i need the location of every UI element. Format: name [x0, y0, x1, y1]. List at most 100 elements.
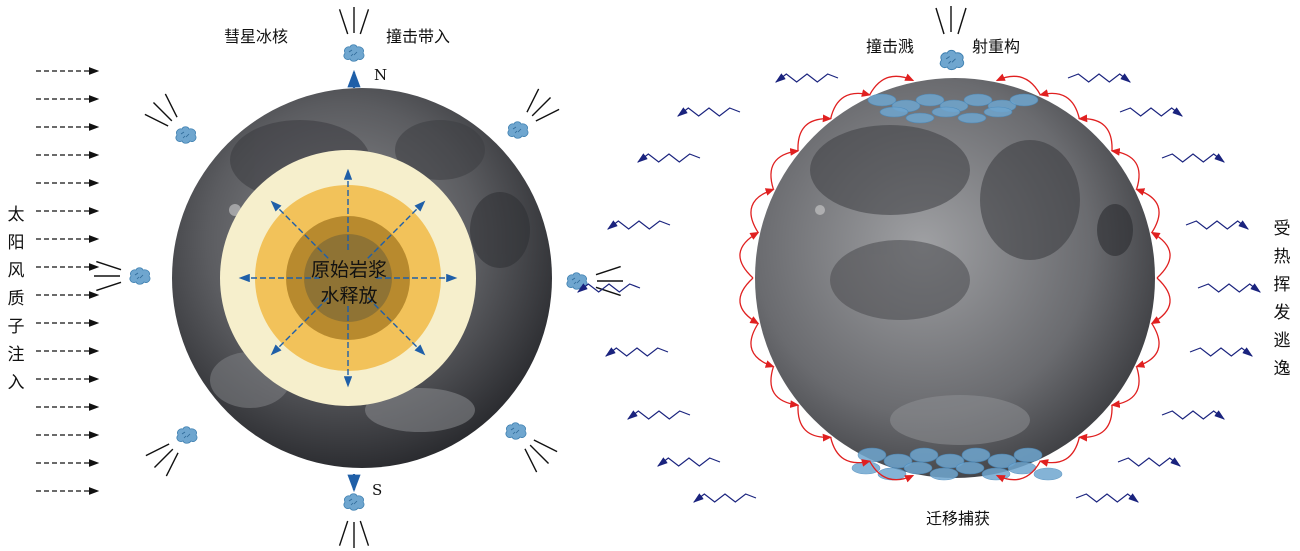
comet-ice-core-label: 彗星冰核 — [224, 27, 288, 46]
comet-ice-icon — [129, 267, 151, 285]
impact-ray-line — [145, 443, 170, 457]
water-release-label: 水释放 — [320, 285, 377, 307]
ice-patch — [1013, 447, 1043, 463]
comet-impactor — [505, 422, 558, 473]
ice-patch — [929, 467, 959, 481]
impact-ray-line — [535, 108, 560, 122]
impact-ray-line — [524, 448, 538, 473]
right-panel-water-migration: 撞击溅 射重构 迁移捕获 受 热 挥 发 逃 逸 — [577, 6, 1291, 528]
solar-wind-char: 质 — [8, 289, 25, 309]
migration-hop-arc — [830, 437, 871, 467]
release-arrow — [270, 297, 329, 356]
thermal-escape-arrows — [577, 73, 1261, 503]
solar-wind-char: 注 — [8, 345, 25, 365]
escape-char: 逃 — [1274, 331, 1291, 351]
impact-ray-line — [152, 101, 173, 122]
impact-ray-line — [359, 520, 370, 546]
impact-ray-line — [144, 113, 169, 127]
solar-wind-char: 子 — [8, 317, 25, 337]
impact-sputter-label-right: 射重构 — [972, 37, 1020, 56]
escape-wave-arrow — [677, 107, 741, 117]
migration-hop-arc — [995, 460, 1041, 483]
migration-hop-arc — [1135, 323, 1160, 368]
comet-impactor — [507, 88, 560, 139]
escape-wave-arrow — [1117, 457, 1181, 467]
escape-char: 热 — [1274, 247, 1291, 267]
primordial-magma-label: 原始岩浆 — [311, 259, 387, 281]
ice-patch — [931, 106, 961, 118]
comet-ice-icon — [343, 493, 365, 511]
escape-wave-arrow — [627, 410, 691, 420]
comet-impactor — [338, 7, 370, 62]
comet-impactor — [94, 260, 151, 292]
comet-impacts — [94, 7, 623, 548]
release-arrow — [367, 200, 426, 259]
escape-wave-arrow — [1197, 283, 1261, 293]
impact-ray-line — [595, 286, 621, 297]
escape-wave-arrow — [1185, 220, 1249, 230]
migration-hop-arc — [1150, 277, 1171, 325]
impact-ray-line — [338, 9, 349, 35]
migration-hop-arc — [869, 460, 915, 483]
thermal-escape-label: 受 热 挥 发 逃 逸 — [1274, 219, 1291, 379]
escape-wave-arrow — [1161, 153, 1225, 163]
left-panel-water-sources: 太 阳 风 质 子 注 入 原始岩浆 水释放 — [8, 7, 623, 548]
migration-hop-arc — [797, 114, 832, 151]
escape-wave-arrow — [605, 347, 669, 357]
migration-hop-arc — [750, 188, 775, 233]
ice-patch — [1009, 93, 1039, 107]
escape-char: 受 — [1274, 219, 1291, 239]
ice-patch — [867, 93, 897, 107]
release-arrow — [270, 200, 329, 259]
ice-patch — [955, 461, 985, 475]
escape-wave-arrow — [607, 220, 671, 230]
ice-patch — [987, 453, 1017, 469]
ice-patch — [851, 461, 881, 475]
solar-wind-proton-label: 太 阳 风 质 子 注 入 — [8, 205, 25, 393]
escape-wave-arrow — [1119, 107, 1183, 117]
magma-release-arrows — [238, 168, 458, 388]
ice-patch — [905, 112, 935, 124]
solar-wind-char: 阳 — [8, 233, 25, 253]
solar-wind-arrows — [36, 67, 100, 495]
impact-ray-line — [595, 265, 621, 276]
solar-wind-char: 风 — [8, 261, 25, 281]
migration-hop-arc — [739, 231, 760, 279]
migration-hop-arc — [750, 323, 775, 368]
migration-hop-arc — [995, 73, 1041, 96]
ice-patch — [909, 447, 939, 463]
ice-patch — [879, 106, 909, 118]
migration-hop-arc — [1078, 405, 1113, 442]
impact-ray-line — [533, 439, 558, 453]
ice-patch — [961, 447, 991, 463]
impact-ray-line — [338, 520, 349, 546]
solar-wind-char: 太 — [8, 205, 25, 225]
comet-impactor — [144, 93, 197, 144]
ice-patch — [883, 453, 913, 469]
migration-hop-arc — [797, 405, 832, 442]
north-label: N — [374, 66, 387, 84]
ice-patch — [903, 461, 933, 475]
ice-patch — [857, 447, 887, 463]
migration-hop-arc — [830, 89, 871, 119]
migration-hop-arc — [1039, 89, 1080, 119]
impact-ray-line — [164, 93, 178, 118]
impact-ray-line — [531, 96, 552, 117]
migration-hop-arc — [1039, 437, 1080, 467]
escape-char: 逸 — [1274, 359, 1291, 379]
escape-char: 发 — [1274, 303, 1291, 323]
ice-patch — [935, 453, 965, 469]
comet-ice-icon — [175, 126, 197, 144]
solar-wind-char: 入 — [8, 373, 25, 393]
release-arrow — [367, 297, 426, 356]
ice-patch — [963, 93, 993, 107]
comet-ice-icon — [343, 44, 365, 62]
impact-ray-line — [153, 448, 174, 469]
ice-patch — [983, 106, 1013, 118]
impact-ray-line — [529, 444, 550, 465]
comet-ice-icon — [939, 49, 965, 71]
impact-sputter-label-left: 撞击溅 — [866, 37, 914, 56]
escape-wave-arrow — [1067, 73, 1131, 83]
escape-wave-arrow — [775, 73, 839, 83]
